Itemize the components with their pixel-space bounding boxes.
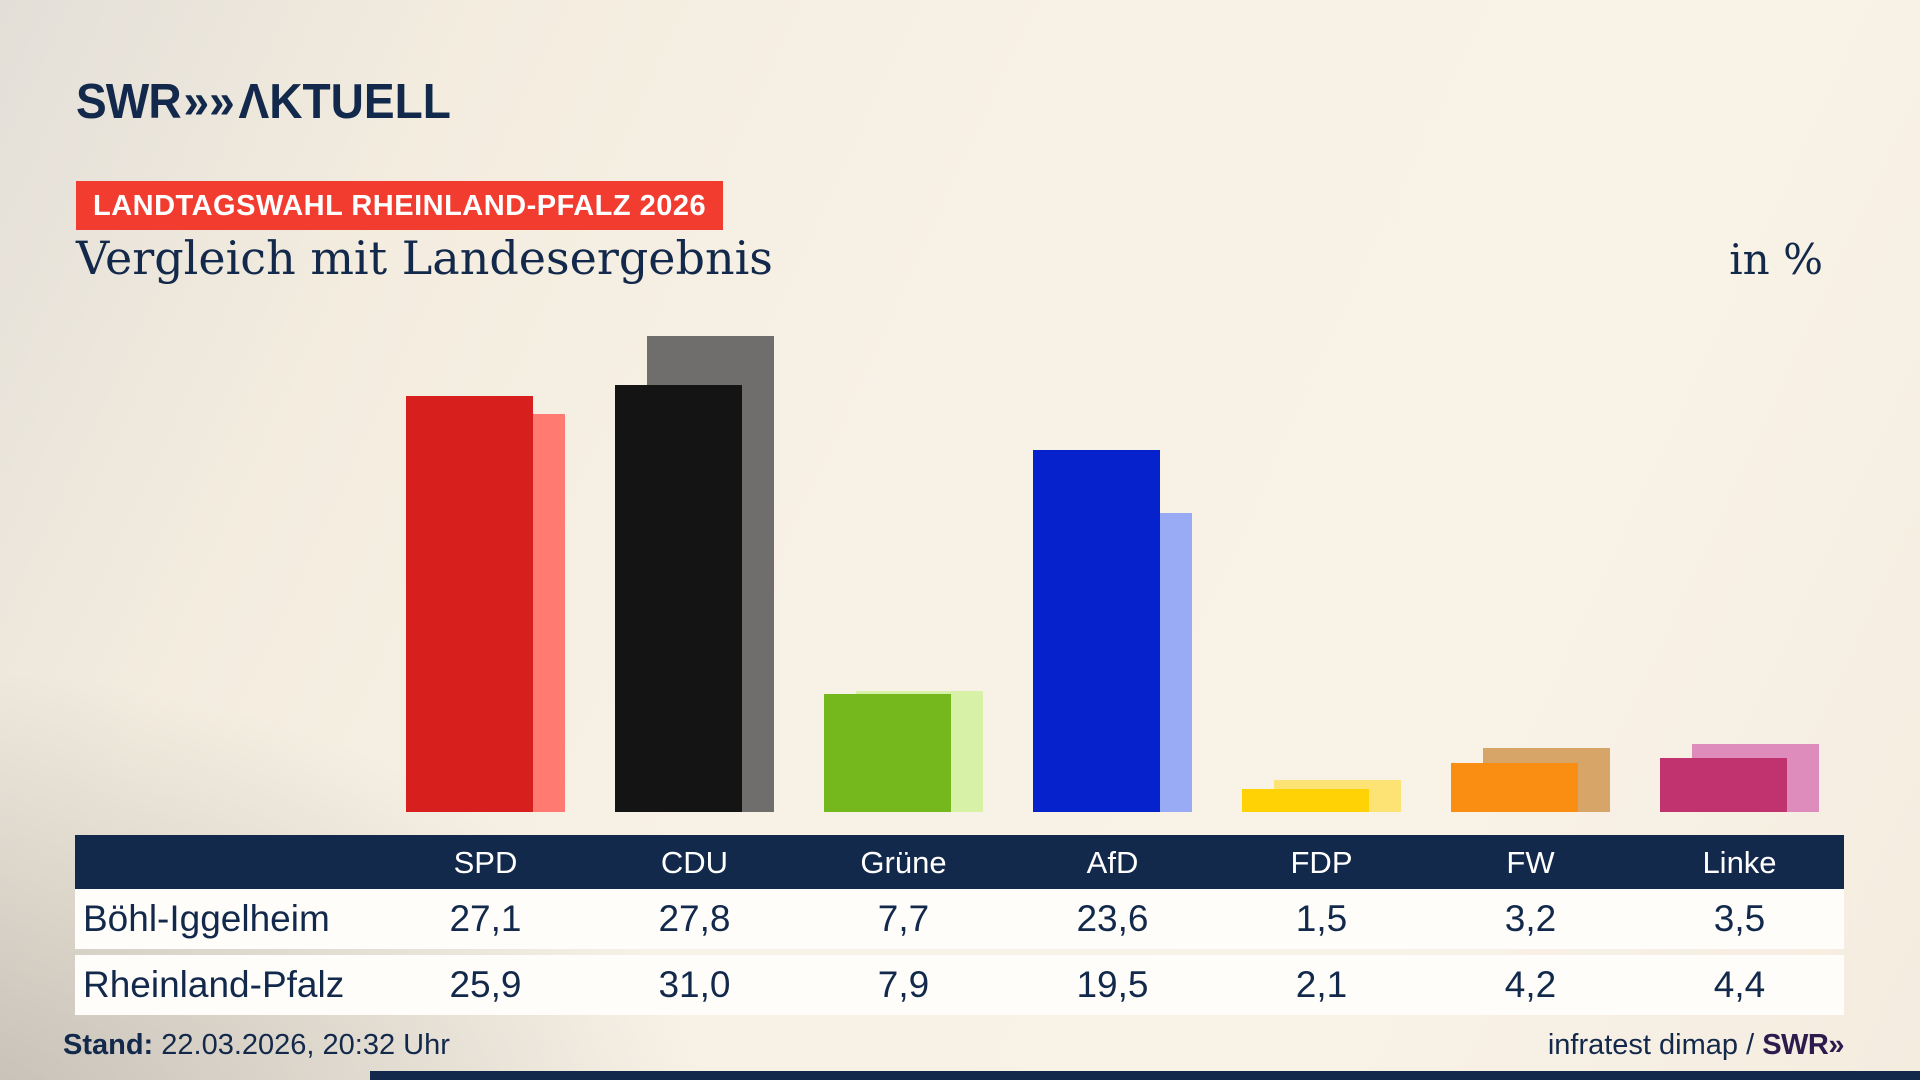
column-header-fdp: FDP: [1290, 845, 1353, 880]
row-label-1: Rheinland-Pfalz: [83, 964, 345, 1005]
logo-swr-text: SWR: [76, 75, 182, 129]
stand-value: 22.03.2026, 20:32 Uhr: [153, 1029, 450, 1061]
election-badge: LANDTAGSWAHL RHEINLAND-PFALZ 2026: [76, 181, 724, 230]
cell-fdp-row1: 2,1: [1295, 964, 1348, 1005]
bar-main-fw: [1450, 762, 1578, 812]
swr-aktuell-logo: SWR»» ΛKTUELL: [76, 74, 451, 130]
cell-spd-row1: 25,9: [449, 964, 522, 1005]
bar-main-cdu: [614, 385, 742, 812]
bottom-accent-bar: [370, 1071, 1920, 1080]
source-swr-brand: SWR»: [1762, 1029, 1844, 1061]
bar-main-linke: [1659, 758, 1787, 812]
cell-gruene-row1: 7,9: [877, 964, 930, 1005]
cell-afd-row1: 19,5: [1076, 964, 1149, 1005]
column-header-fw: FW: [1506, 845, 1555, 880]
cell-fdp-row0: 1,5: [1295, 898, 1348, 939]
table-header-row: SPD CDU Grüne AfD FDP FW Linke: [75, 835, 1844, 889]
bar-main-spd: [405, 396, 533, 812]
column-header-afd: AfD: [1086, 845, 1139, 880]
cell-fw-row0: 3,2: [1504, 898, 1557, 939]
cell-fw-row1: 4,2: [1504, 964, 1557, 1005]
bar-main-fdp: [1241, 788, 1369, 812]
column-header-cdu: CDU: [660, 845, 729, 880]
cell-cdu-row0: 27,8: [658, 898, 731, 939]
table-row-1: Rheinland-Pfalz 25,9 31,0 7,9 19,5 2,1 4,2 4,4: [75, 955, 1844, 1015]
cell-afd-row0: 23,6: [1076, 898, 1149, 939]
cell-gruene-row0: 7,7: [877, 898, 930, 939]
timestamp: Stand: 22.03.2026, 20:32 Uhr: [63, 1029, 450, 1062]
cell-linke-row1: 4,4: [1713, 964, 1766, 1005]
source-text: infratest dimap /: [1547, 1029, 1763, 1061]
cell-linke-row0: 3,5: [1713, 898, 1766, 939]
source-credit: infratest dimap / SWR»: [1547, 1029, 1845, 1062]
stand-label: Stand:: [63, 1029, 154, 1061]
logo-aktuell-text: ΛKTUELL: [238, 75, 451, 129]
bar-main-afd: [1032, 449, 1160, 812]
column-header-gruene: Grüne: [860, 845, 947, 880]
row-label-0: Böhl-Iggelheim: [83, 898, 330, 939]
column-header-linke: Linke: [1702, 845, 1777, 880]
cell-cdu-row1: 31,0: [658, 964, 731, 1005]
cell-spd-row0: 27,1: [449, 898, 522, 939]
column-header-spd: SPD: [453, 845, 518, 880]
unit-label: in %: [1729, 235, 1823, 284]
table-row-0: Böhl-Iggelheim 27,1 27,8 7,7 23,6 1,5 3,2 3,5: [75, 889, 1844, 949]
results-table: SPD CDU Grüne AfD FDP FW Linke Böhl-Iggelheim 2…: [75, 835, 1844, 1015]
chart-title: Vergleich mit Landesergebnis: [76, 231, 773, 285]
bar-main-gruene: [823, 693, 951, 812]
table-header-spacer: [75, 835, 381, 889]
